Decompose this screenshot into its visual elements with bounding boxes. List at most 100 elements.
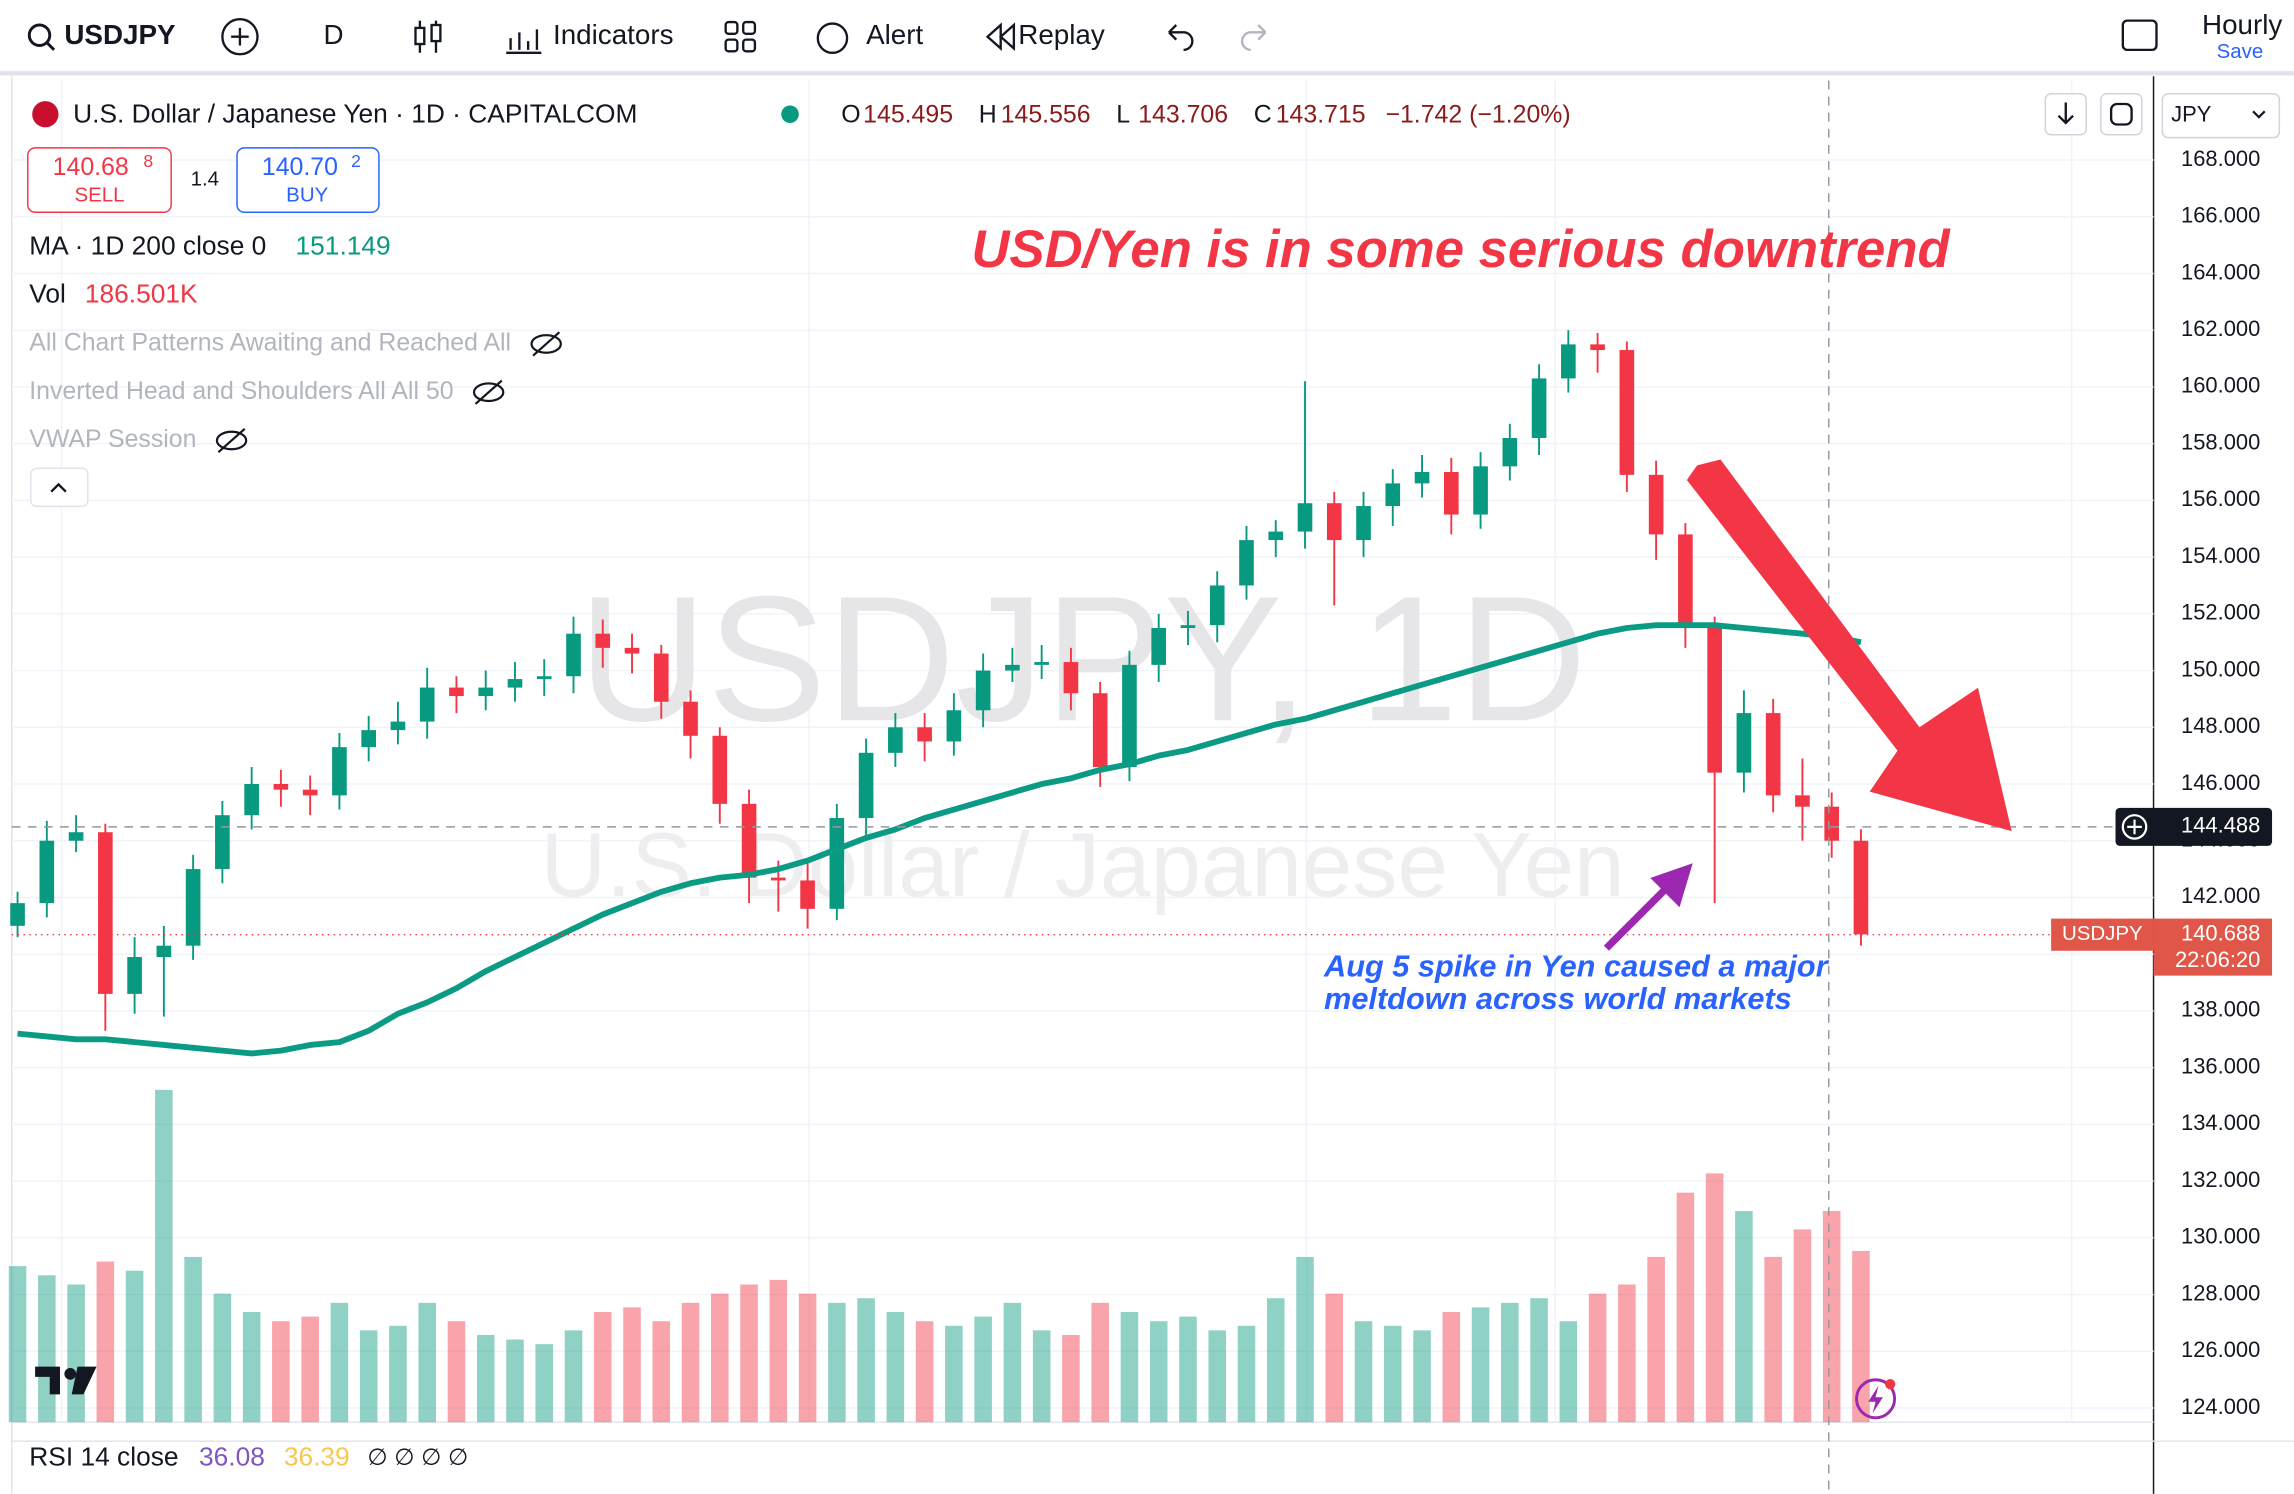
crosshair-plus[interactable] — [2121, 814, 2148, 840]
volume-bar — [1588, 1293, 1607, 1423]
volume-bar — [1032, 1330, 1051, 1423]
symbol-label-bg — [2051, 918, 2154, 951]
candle-body — [1473, 466, 1488, 515]
ohlc-label: C — [1254, 100, 1272, 128]
hidden-eye-icon[interactable] — [215, 430, 248, 451]
grid — [11, 159, 2154, 1409]
candle-body — [273, 784, 289, 790]
hidden-indicator[interactable]: All Chart Patterns Awaiting and Reached … — [29, 329, 511, 357]
candle-body — [1619, 350, 1635, 475]
undo[interactable] — [1168, 24, 1194, 52]
sell-label: SELL — [74, 184, 124, 207]
candle-body — [449, 687, 464, 697]
indicators-button[interactable]: Indicators — [553, 19, 673, 50]
buy-button[interactable] — [236, 147, 380, 214]
annotation-note: meltdown across world markets — [1324, 981, 1792, 1016]
candle-body — [390, 721, 406, 731]
y-tick-label: 130.000 — [2181, 1224, 2260, 1249]
volume-bar — [155, 1089, 173, 1423]
volume-bar — [652, 1321, 671, 1423]
y-tick-label: 126.000 — [2181, 1337, 2260, 1362]
replay-button[interactable]: Replay — [1018, 19, 1105, 50]
volume-bar — [769, 1279, 788, 1423]
layout-icon[interactable] — [2121, 19, 2158, 52]
y-tick-label: 160.000 — [2181, 373, 2260, 398]
candle-body — [1005, 664, 1020, 671]
volume-bar — [886, 1312, 905, 1423]
candle-body — [39, 840, 55, 904]
volume-bar — [38, 1275, 56, 1423]
volume-bar — [1003, 1302, 1022, 1423]
ma-label[interactable]: MA · 1D 200 close 0 — [29, 230, 266, 260]
y-tick-label: 150.000 — [2181, 656, 2260, 681]
currency-select[interactable] — [2161, 93, 2281, 139]
y-tick-label: 132.000 — [2181, 1167, 2260, 1192]
last-price-label: 140.688 — [2181, 920, 2260, 945]
crosshair-plus-icon — [2127, 819, 2142, 835]
rsi-value: 36.08 — [199, 1442, 265, 1472]
candle-body — [478, 687, 494, 697]
ohlc-value: 143.715 — [1276, 100, 1366, 128]
hidden-indicator[interactable]: VWAP Session — [29, 425, 196, 453]
watermark-name: U.S. Dollar / Japanese Yen — [541, 815, 1625, 916]
volume-bar — [828, 1302, 846, 1423]
candle-body — [858, 752, 874, 819]
volume-bar — [96, 1261, 115, 1423]
volume-bar — [1266, 1298, 1285, 1423]
collapse-legend[interactable] — [29, 467, 89, 508]
vol-label[interactable]: Vol — [29, 279, 66, 309]
volume-bar — [506, 1339, 524, 1423]
volume-bar — [1559, 1321, 1578, 1423]
volume-bar — [1442, 1312, 1461, 1423]
flash-dot — [1885, 1379, 1896, 1390]
volume-bar — [1647, 1256, 1665, 1423]
candle-body — [1795, 795, 1810, 807]
candle-icon-body — [414, 26, 426, 46]
templates-icon[interactable] — [724, 20, 757, 53]
y-tick-label: 128.000 — [2181, 1280, 2260, 1305]
candle-body — [595, 633, 611, 648]
candle-icon-body — [430, 23, 442, 43]
candle-body — [1356, 506, 1371, 541]
candle-body — [1151, 628, 1167, 665]
volume-bar — [359, 1330, 378, 1423]
reset-button[interactable] — [2100, 93, 2143, 136]
add-symbol[interactable] — [221, 17, 259, 56]
layout-name[interactable]: Hourly — [2202, 9, 2282, 40]
candle-body — [1443, 472, 1459, 515]
y-tick-label: 142.000 — [2181, 883, 2260, 908]
alert-button[interactable]: Alert — [866, 19, 923, 50]
flash-icon[interactable] — [1855, 1378, 1897, 1420]
scroll-icon — [2057, 102, 2074, 125]
candle-body — [68, 832, 84, 841]
buy-fraction: 2 — [351, 151, 361, 171]
hidden-indicator[interactable]: Inverted Head and Shoulders All All 50 — [29, 377, 453, 405]
hidden-eye-icon[interactable] — [472, 382, 505, 403]
hidden-eye-icon[interactable] — [530, 334, 562, 354]
candle-body — [946, 710, 962, 742]
currency-caret — [2252, 110, 2266, 119]
volume-bar — [1384, 1325, 1402, 1423]
rsi-label[interactable]: RSI 14 close — [29, 1442, 178, 1472]
volume-bar — [242, 1312, 261, 1423]
sell-button[interactable] — [27, 147, 172, 214]
volume-bar — [1120, 1312, 1139, 1423]
volume-bar — [389, 1325, 407, 1423]
time-grid — [60, 80, 2073, 1423]
volume-bar — [1705, 1173, 1724, 1423]
search-icon[interactable] — [27, 23, 52, 47]
interval[interactable]: D — [324, 19, 344, 50]
candle-body — [1239, 540, 1254, 586]
redo[interactable] — [1240, 24, 1267, 52]
volume-bar — [593, 1312, 612, 1423]
save-button[interactable]: Save — [2217, 40, 2264, 63]
volume-bar — [1179, 1316, 1197, 1423]
candle-body — [829, 818, 845, 909]
annotation-note: Aug 5 spike in Yen caused a major — [1323, 949, 1830, 984]
volume-bar — [125, 1270, 144, 1423]
candle-body — [127, 957, 142, 994]
symbol[interactable]: USDJPY — [64, 19, 176, 50]
flag-icon — [32, 101, 59, 128]
y-tick-label: 134.000 — [2181, 1110, 2260, 1135]
ohlc-label: O — [841, 100, 860, 128]
